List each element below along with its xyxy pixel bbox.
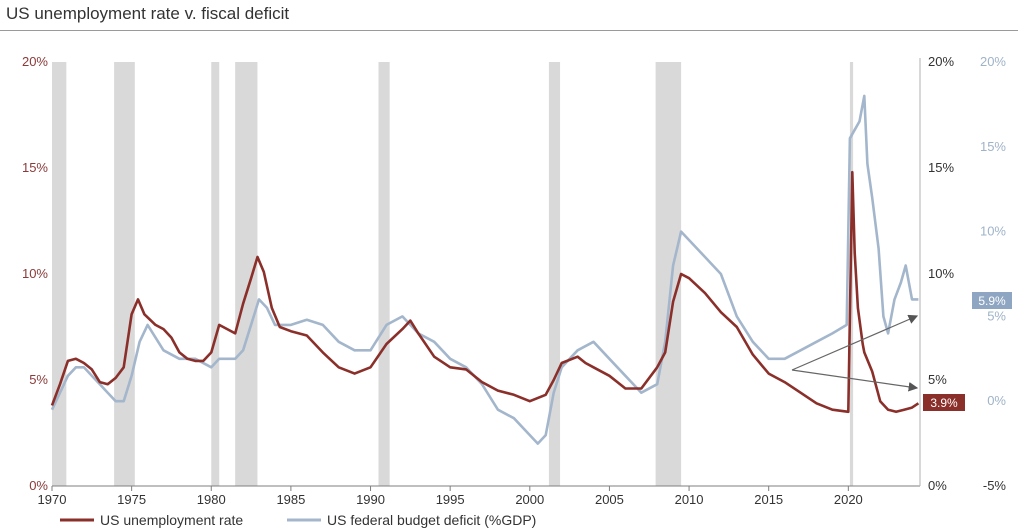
arrow-to-deficit: [791, 314, 919, 371]
left-tick-0: 0%: [29, 478, 48, 493]
arrow-to-unemployment: [791, 369, 919, 392]
recession-band-3: [235, 62, 258, 486]
recession-band-0: [52, 62, 67, 486]
right-deficit-tick-2: 5%: [987, 308, 1006, 323]
x-tick-label-2000: 2000: [515, 492, 544, 507]
recession-band-1: [114, 62, 135, 486]
title-rule: [0, 30, 1018, 31]
chart-title: US unemployment rate v. fiscal deficit: [6, 4, 290, 23]
annotations: 3.9% 5.9%: [791, 292, 1012, 411]
right-deficit-tick-3: 10%: [980, 224, 1006, 239]
x-tick-label-2015: 2015: [754, 492, 783, 507]
right-deficit-tick-1: 0%: [987, 393, 1006, 408]
deficit-line: [50, 94, 919, 445]
right-unemp-tick-0: 0%: [928, 478, 947, 493]
recession-band-5: [548, 62, 561, 486]
left-tick-4: 20%: [22, 54, 48, 69]
x-tick-label-1990: 1990: [356, 492, 385, 507]
deficit-end-label: 5.9%: [978, 294, 1006, 308]
recession-band-4: [378, 62, 390, 486]
legend-label-deficit: US federal budget deficit (%GDP): [327, 512, 536, 528]
left-tick-3: 15%: [22, 160, 48, 175]
series-lines: [50, 94, 920, 445]
x-tick-label-2005: 2005: [595, 492, 624, 507]
unemployment-line: [50, 170, 920, 414]
x-tick-label-1980: 1980: [197, 492, 226, 507]
x-tick-label-1970: 1970: [38, 492, 67, 507]
right-deficit-tick-4: 15%: [980, 139, 1006, 154]
right-unemp-tick-3: 15%: [928, 160, 954, 175]
axes: 1970 1975 1980 1985 1990 1995 2000 2005 2010 2015…: [22, 54, 1006, 507]
x-tick-label-2010: 2010: [675, 492, 704, 507]
right-unemp-tick-1: 5%: [928, 372, 947, 387]
right-deficit-tick-5: 20%: [980, 54, 1006, 69]
recession-band-6: [655, 62, 682, 486]
x-tick-label-1995: 1995: [436, 492, 465, 507]
unemployment-end-badge: [923, 394, 965, 411]
right-deficit-tick-0: -5%: [983, 478, 1007, 493]
recession-band-2: [211, 62, 220, 486]
recession-bands: [52, 62, 854, 486]
left-tick-2: 10%: [22, 266, 48, 281]
x-tick-label-2020: 2020: [834, 492, 863, 507]
legend-label-unemployment: US unemployment rate: [100, 512, 243, 528]
deficit-end-badge: [972, 292, 1012, 309]
x-tick-label-1985: 1985: [276, 492, 305, 507]
right-unemp-tick-4: 20%: [928, 54, 954, 69]
right-unemp-tick-2: 10%: [928, 266, 954, 281]
unemployment-end-label: 3.9%: [930, 396, 958, 410]
left-tick-1: 5%: [29, 372, 48, 387]
legend: US unemployment rate US federal budget de…: [60, 512, 536, 528]
x-tick-label-1975: 1975: [117, 492, 146, 507]
